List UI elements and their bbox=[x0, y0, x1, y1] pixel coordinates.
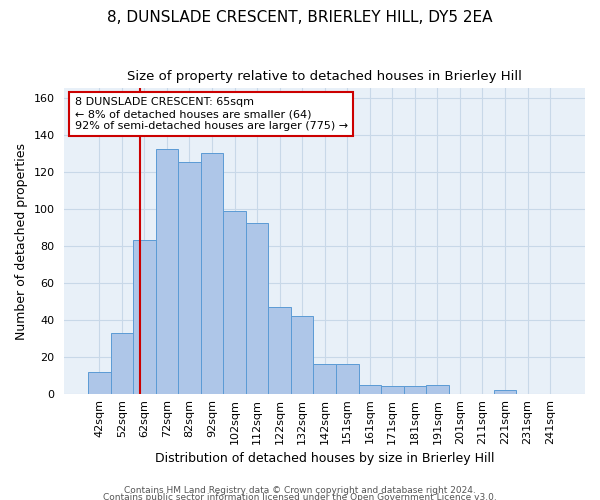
Bar bbox=[246, 224, 268, 394]
Bar bbox=[223, 210, 246, 394]
Bar bbox=[268, 307, 291, 394]
Bar bbox=[494, 390, 516, 394]
Bar bbox=[404, 386, 426, 394]
Bar bbox=[359, 384, 381, 394]
Text: Contains public sector information licensed under the Open Government Licence v3: Contains public sector information licen… bbox=[103, 494, 497, 500]
Bar bbox=[336, 364, 359, 394]
Bar bbox=[133, 240, 155, 394]
Bar bbox=[426, 384, 449, 394]
Bar bbox=[291, 316, 313, 394]
Y-axis label: Number of detached properties: Number of detached properties bbox=[15, 142, 28, 340]
Bar bbox=[201, 153, 223, 394]
Bar bbox=[110, 332, 133, 394]
Text: 8 DUNSLADE CRESCENT: 65sqm
← 8% of detached houses are smaller (64)
92% of semi-: 8 DUNSLADE CRESCENT: 65sqm ← 8% of detac… bbox=[75, 98, 348, 130]
Text: Contains HM Land Registry data © Crown copyright and database right 2024.: Contains HM Land Registry data © Crown c… bbox=[124, 486, 476, 495]
Bar bbox=[155, 150, 178, 394]
Text: 8, DUNSLADE CRESCENT, BRIERLEY HILL, DY5 2EA: 8, DUNSLADE CRESCENT, BRIERLEY HILL, DY5… bbox=[107, 10, 493, 25]
Bar bbox=[381, 386, 404, 394]
Bar bbox=[178, 162, 201, 394]
Bar bbox=[88, 372, 110, 394]
Title: Size of property relative to detached houses in Brierley Hill: Size of property relative to detached ho… bbox=[127, 70, 522, 83]
X-axis label: Distribution of detached houses by size in Brierley Hill: Distribution of detached houses by size … bbox=[155, 452, 494, 465]
Bar bbox=[313, 364, 336, 394]
